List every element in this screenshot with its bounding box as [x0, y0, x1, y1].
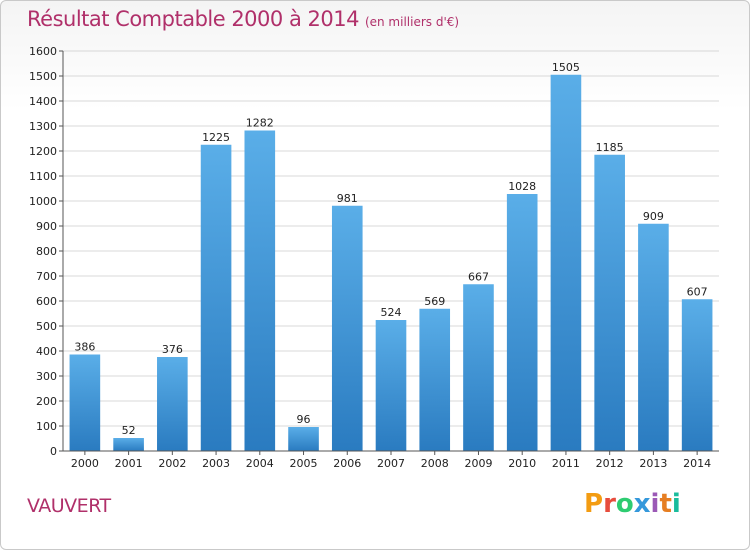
y-tick-label: 200	[36, 395, 57, 408]
y-tick-label: 300	[36, 370, 57, 383]
bar-2012	[594, 154, 625, 451]
bar-2005	[288, 427, 319, 451]
data-label-2012: 1185	[596, 141, 624, 154]
data-label-2002: 376	[162, 343, 183, 356]
logo-letter: r	[603, 489, 616, 519]
bar-2002	[157, 357, 188, 451]
y-tick-label: 1200	[29, 145, 57, 158]
x-tick-label: 2001	[115, 457, 143, 470]
y-tick-label: 1500	[29, 70, 57, 83]
y-tick-label: 0	[50, 445, 57, 458]
axes: 0 100 200 300 400 500 600 700 800 900 1000 1100 1200…	[29, 45, 719, 470]
bars: 386 52 376 1225 1282 96 981 524 569 667 1028 1505 11…	[69, 61, 713, 451]
bar-2011	[550, 74, 582, 451]
y-tick-label: 400	[36, 345, 57, 358]
data-label-2009: 667	[468, 270, 489, 283]
data-label-2003: 1225	[202, 131, 230, 144]
chart-title: Résultat Comptable 2000 à 2014 (en millie…	[27, 7, 459, 31]
data-label-2014: 607	[687, 285, 708, 298]
y-tick-label: 1600	[29, 45, 57, 58]
data-label-2004: 1282	[246, 117, 274, 130]
proxiti-logo: Proxiti	[584, 489, 681, 519]
x-tick-label: 2004	[246, 457, 274, 470]
logo-letter: x	[633, 489, 651, 519]
bar-2003	[200, 144, 232, 451]
y-tick-label: 600	[36, 295, 57, 308]
x-tick-label: 2009	[464, 457, 492, 470]
bar-2007	[375, 320, 407, 451]
data-label-2010: 1028	[508, 180, 536, 193]
bar-2009	[463, 284, 494, 451]
bar-2010	[506, 194, 538, 451]
chart-subtitle: (en milliers d'€)	[364, 15, 460, 29]
y-tick-label: 1100	[29, 170, 57, 183]
x-tick-label: 2003	[202, 457, 230, 470]
bar-2006	[331, 205, 363, 451]
bar-2014	[681, 299, 713, 451]
bar-2013	[638, 223, 669, 451]
y-tick-label: 700	[36, 270, 57, 283]
bar-2000	[69, 354, 101, 451]
x-tick-label: 2007	[377, 457, 405, 470]
data-label-2000: 386	[74, 341, 95, 354]
x-tick-label: 2012	[596, 457, 624, 470]
logo-letter: i	[650, 489, 660, 519]
y-tick-label: 1300	[29, 120, 57, 133]
data-label-2011: 1505	[552, 61, 580, 74]
bar-2001	[113, 438, 144, 451]
x-tick-label: 2011	[552, 457, 580, 470]
y-tick-label: 900	[36, 220, 57, 233]
data-label-2006: 981	[337, 192, 358, 205]
commune-name: VAUVERT	[27, 495, 111, 517]
x-tick-label: 2006	[333, 457, 361, 470]
logo-letter: o	[615, 489, 634, 519]
data-label-2001: 52	[122, 424, 136, 437]
data-label-2005: 96	[297, 413, 311, 426]
x-tick-label: 2014	[683, 457, 711, 470]
bar-2004	[244, 130, 276, 451]
logo-letter: i	[671, 489, 681, 519]
y-tick-label: 1000	[29, 195, 57, 208]
y-tick-label: 800	[36, 245, 57, 258]
x-tick-label: 2010	[508, 457, 536, 470]
x-tick-label: 2005	[290, 457, 318, 470]
y-tick-label: 100	[36, 420, 57, 433]
x-tick-label: 2008	[421, 457, 449, 470]
chart-title-text: Résultat Comptable 2000 à 2014	[27, 7, 359, 31]
data-label-2007: 524	[381, 306, 402, 319]
bar-2008	[419, 308, 451, 451]
x-tick-label: 2002	[158, 457, 186, 470]
x-tick-label: 2000	[71, 457, 99, 470]
logo-letter: t	[659, 489, 672, 519]
logo-letter: P	[584, 489, 604, 519]
x-tick-label: 2013	[639, 457, 667, 470]
data-label-2013: 909	[643, 210, 664, 223]
y-tick-label: 500	[36, 320, 57, 333]
data-label-2008: 569	[424, 295, 445, 308]
y-tick-label: 1400	[29, 95, 57, 108]
